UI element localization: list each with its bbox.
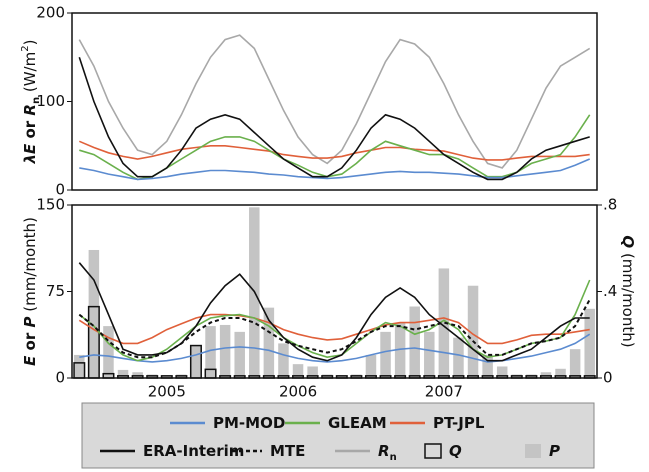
p-bar — [219, 324, 231, 378]
y-tick-label: 150 — [36, 196, 65, 214]
text-run: PM-MOD — [213, 414, 285, 432]
p-bar — [336, 375, 348, 378]
y2-axis-label: Q (mm/month) — [620, 235, 638, 347]
text-run: E — [21, 355, 39, 366]
legend-label: PM-MOD — [213, 414, 285, 432]
text-run: or — [21, 328, 39, 356]
y-tick-label: 75 — [46, 282, 65, 300]
p-bar — [307, 366, 318, 378]
series-line — [78, 140, 590, 161]
y-tick-label: 0 — [55, 369, 65, 387]
p-bar — [278, 343, 289, 378]
text-run: P — [549, 442, 560, 460]
series-line — [78, 279, 591, 362]
legend-label: MTE — [270, 442, 305, 460]
text-run: PT-JPL — [433, 414, 485, 432]
p-bar — [453, 337, 464, 378]
y-axis-label: E or P (mm/month) — [21, 217, 39, 366]
text-run: λE — [21, 143, 39, 164]
text-run: 2 — [20, 45, 31, 51]
y-tick-label: 200 — [36, 4, 65, 22]
y-tick-label: 100 — [36, 92, 65, 110]
p-bar — [438, 268, 450, 378]
text-run: ) — [21, 40, 39, 46]
text-run: MTE — [270, 442, 305, 460]
text-run: or — [21, 116, 39, 144]
series-line — [78, 313, 590, 345]
p-bar — [482, 354, 493, 378]
text-run: Q — [449, 442, 462, 460]
p-bar — [555, 368, 566, 378]
legend-label: PT-JPL — [433, 414, 485, 432]
y-axis-label: λE or Rn (W/m2) — [20, 40, 42, 165]
text-run: (mm/month) — [21, 217, 39, 316]
series-line — [78, 262, 590, 362]
p-bar — [467, 285, 479, 378]
p-bar — [117, 369, 129, 378]
p-bar — [365, 354, 377, 378]
y2-tick-label: .8 — [603, 196, 617, 214]
text-run: Q — [620, 235, 638, 248]
p-bar — [88, 249, 100, 378]
p-bar — [584, 308, 595, 378]
x-tick-label: 2007 — [425, 383, 463, 401]
p-bar — [103, 326, 114, 378]
p-bar — [205, 326, 216, 378]
text-run: (mm/month) — [620, 248, 638, 347]
legend-label: P — [549, 442, 560, 460]
x-tick-label: 2005 — [148, 383, 186, 401]
p-bar — [292, 364, 304, 378]
p-bar — [74, 354, 85, 378]
legend-label: ERA-Interim — [143, 442, 244, 460]
p-bar — [394, 322, 406, 378]
text-run: (W/m — [21, 52, 39, 97]
text-run: GLEAM — [328, 414, 387, 432]
y2-tick-label: .4 — [603, 282, 617, 300]
text-run: R — [378, 442, 390, 460]
series-line — [78, 299, 591, 359]
p-bar — [380, 331, 391, 378]
legend-label: GLEAM — [328, 414, 387, 432]
x-tick-label: 2006 — [279, 383, 317, 401]
series-line — [79, 114, 591, 181]
p-bar — [409, 306, 420, 378]
p-bar — [569, 349, 581, 378]
p-bar — [234, 331, 245, 378]
legend-box — [81, 402, 595, 469]
legend-label: Q — [449, 442, 462, 460]
series-line — [79, 158, 591, 181]
text-run: n — [31, 97, 42, 104]
y-tick-label: 0 — [55, 181, 65, 199]
p-bar — [496, 366, 508, 378]
plot-frame — [71, 12, 598, 191]
series-line — [78, 57, 590, 181]
text-run: n — [390, 452, 397, 463]
text-run: R — [21, 104, 39, 116]
legend-label: Rn — [378, 442, 397, 463]
p-bar — [263, 307, 275, 378]
p-bar — [190, 345, 202, 378]
p-bar — [424, 331, 435, 378]
series-line — [78, 34, 591, 169]
p-bar — [161, 375, 173, 378]
text-run: P — [21, 317, 39, 328]
plot-frame — [71, 204, 598, 379]
text-run: ERA-Interim — [143, 442, 244, 460]
legend-swatch — [424, 443, 442, 459]
legend-swatch — [525, 444, 541, 458]
y2-tick-label: 0 — [603, 369, 613, 387]
